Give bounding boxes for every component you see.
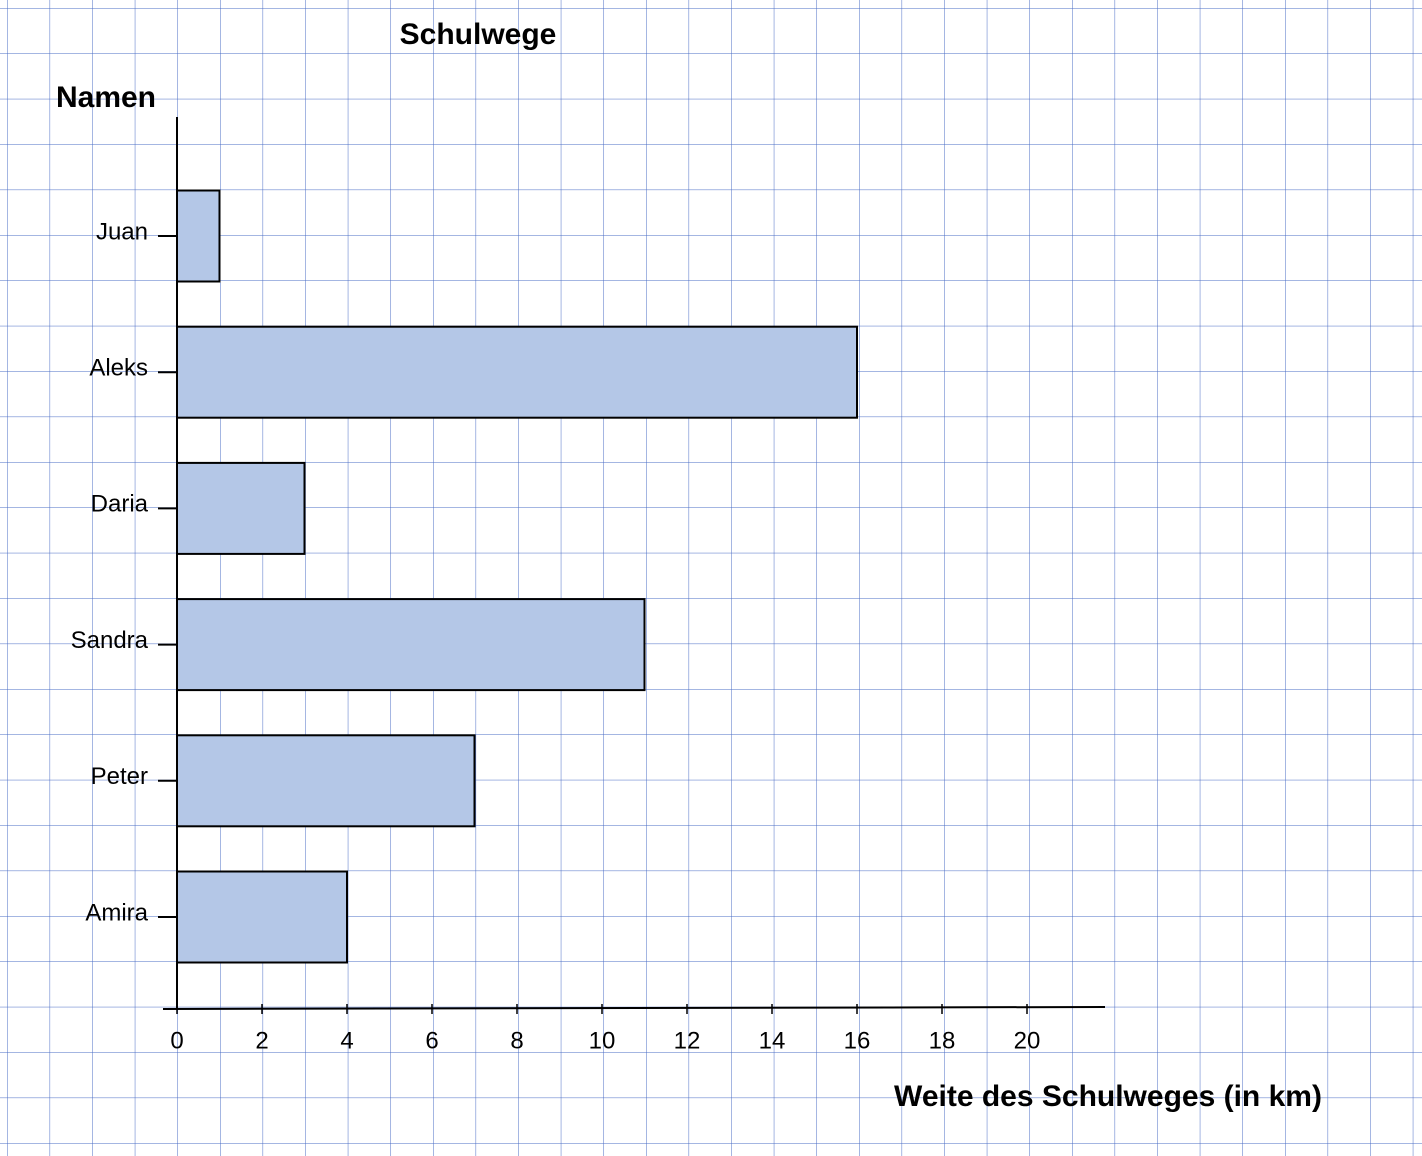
y-axis-label: Namen xyxy=(56,81,156,114)
x-tick-label: 4 xyxy=(340,1027,353,1054)
y-tick-label: Amira xyxy=(85,899,148,926)
y-tick-label: Daria xyxy=(91,491,149,518)
x-tick-label: 20 xyxy=(1014,1027,1041,1054)
x-tick-label: 6 xyxy=(425,1027,438,1054)
chart-title: Schulwege xyxy=(400,18,557,51)
x-tick-label: 0 xyxy=(170,1027,183,1054)
bar xyxy=(176,734,476,828)
bar xyxy=(176,598,646,692)
bar xyxy=(176,189,221,283)
x-tick-label: 8 xyxy=(510,1027,523,1054)
x-axis xyxy=(162,1006,1106,1010)
x-tick-label: 16 xyxy=(844,1027,871,1054)
x-tick-label: 10 xyxy=(589,1027,616,1054)
y-tick-label: Juan xyxy=(96,218,148,245)
x-tick-label: 18 xyxy=(929,1027,956,1054)
x-axis-label: Weite des Schulweges (in km) xyxy=(894,1080,1322,1113)
y-tick-label: Sandra xyxy=(71,627,149,654)
x-tick-label: 14 xyxy=(759,1027,786,1054)
x-tick-label: 2 xyxy=(255,1027,268,1054)
x-tick-label: 12 xyxy=(674,1027,701,1054)
bar xyxy=(176,870,348,964)
bar xyxy=(176,461,306,555)
y-tick-label: Peter xyxy=(91,763,148,790)
y-tick-label: Aleks xyxy=(89,355,148,382)
bar xyxy=(176,325,858,419)
